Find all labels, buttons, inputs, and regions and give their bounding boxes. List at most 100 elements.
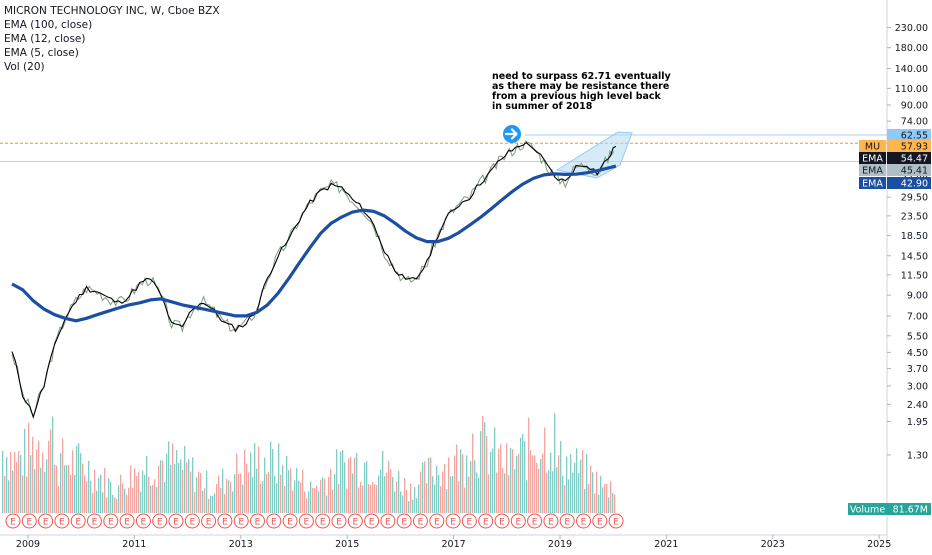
volume-bar bbox=[124, 488, 126, 513]
chart-annotation[interactable]: need to surpass 62.71 eventually as ther… bbox=[492, 71, 671, 112]
legend-symbol[interactable]: MICRON TECHNOLOGY INC, W, Cboe BZX bbox=[4, 5, 220, 17]
volume-bar bbox=[456, 444, 458, 513]
volume-bar bbox=[30, 455, 32, 513]
price-tag-value: 42.90 bbox=[901, 179, 928, 190]
earnings-marker[interactable]: E bbox=[250, 513, 265, 529]
earnings-marker[interactable]: E bbox=[331, 513, 347, 529]
ema100-line[interactable] bbox=[11, 164, 617, 323]
earnings-marker[interactable]: E bbox=[559, 513, 575, 529]
earnings-marker[interactable]: E bbox=[282, 513, 298, 529]
earnings-marker[interactable]: E bbox=[396, 513, 412, 529]
ema12-line[interactable] bbox=[11, 142, 617, 419]
earnings-marker[interactable]: E bbox=[201, 513, 217, 529]
earnings-marker[interactable]: E bbox=[608, 513, 624, 529]
earnings-marker[interactable]: E bbox=[21, 513, 37, 529]
price-tick-label: 74.00 bbox=[901, 117, 928, 128]
earnings-marker[interactable]: E bbox=[168, 513, 184, 529]
volume-tag[interactable]: Volume 81.67M bbox=[848, 503, 931, 516]
earnings-marker[interactable]: E bbox=[70, 513, 86, 529]
volume-bar bbox=[122, 483, 124, 513]
legend-ema12[interactable]: EMA (12, close) bbox=[4, 33, 86, 45]
volume-bar bbox=[260, 483, 262, 513]
volume-bar bbox=[310, 481, 312, 513]
earnings-marker[interactable]: E bbox=[478, 513, 494, 529]
legend-ema100[interactable]: EMA (100, close) bbox=[4, 19, 93, 31]
earnings-marker[interactable]: E bbox=[5, 513, 21, 529]
earnings-marker[interactable]: E bbox=[266, 513, 282, 529]
volume-bar bbox=[180, 459, 182, 513]
volume-bar bbox=[268, 471, 270, 513]
earnings-marker[interactable]: E bbox=[233, 513, 249, 529]
volume-bar bbox=[76, 445, 78, 513]
volume-bar bbox=[272, 448, 274, 513]
price-tag-value-bg bbox=[887, 177, 931, 189]
volume-bar bbox=[284, 485, 286, 513]
earnings-marker[interactable]: E bbox=[380, 513, 396, 529]
price-tag[interactable]: 62.55 bbox=[887, 129, 931, 142]
price-tag[interactable]: EMA 54.47 bbox=[859, 152, 931, 165]
volume-bar bbox=[596, 471, 598, 513]
price-tag[interactable]: MU 57.93 bbox=[859, 140, 931, 153]
volume-bar bbox=[332, 489, 334, 513]
volume-bar bbox=[246, 463, 248, 513]
earnings-marker-label: E bbox=[467, 518, 473, 528]
earnings-marker[interactable]: E bbox=[461, 513, 477, 529]
earnings-marker[interactable]: E bbox=[364, 513, 380, 529]
volume-bar bbox=[248, 472, 250, 513]
volume-bar bbox=[442, 471, 444, 513]
earnings-marker[interactable]: E bbox=[54, 513, 70, 529]
volume-bar bbox=[298, 480, 300, 513]
earnings-marker[interactable]: E bbox=[184, 513, 200, 529]
volume-bar bbox=[132, 488, 134, 513]
earnings-marker[interactable]: E bbox=[543, 513, 559, 529]
earnings-marker-label: E bbox=[613, 518, 619, 528]
earnings-marker[interactable]: E bbox=[103, 513, 119, 529]
ema5-line[interactable] bbox=[11, 140, 615, 419]
volume-bar bbox=[274, 475, 276, 513]
earnings-marker[interactable]: E bbox=[298, 513, 314, 529]
earnings-marker[interactable]: E bbox=[445, 513, 461, 529]
earnings-marker[interactable]: E bbox=[429, 513, 445, 529]
volume-bar bbox=[398, 470, 400, 513]
volume-bar bbox=[140, 491, 142, 513]
earnings-marker[interactable]: E bbox=[510, 513, 526, 529]
earnings-marker[interactable]: E bbox=[413, 513, 428, 529]
earnings-marker[interactable]: E bbox=[315, 513, 331, 529]
volume-bar bbox=[198, 471, 200, 513]
earnings-marker[interactable]: E bbox=[152, 513, 168, 529]
earnings-marker[interactable]: E bbox=[119, 513, 135, 529]
earnings-marker-label: E bbox=[304, 518, 310, 528]
earnings-marker[interactable]: E bbox=[576, 513, 591, 529]
earnings-marker[interactable]: E bbox=[347, 513, 363, 529]
price-tag[interactable]: EMA 45.41 bbox=[859, 164, 931, 177]
volume-bar bbox=[234, 474, 236, 513]
volume-bar bbox=[54, 464, 56, 513]
legend-vol[interactable]: Vol (20) bbox=[4, 61, 45, 73]
earnings-marker[interactable]: E bbox=[527, 513, 543, 529]
legend-ema5[interactable]: EMA (5, close) bbox=[4, 47, 79, 59]
volume-bar bbox=[164, 481, 166, 513]
earnings-marker[interactable]: E bbox=[87, 513, 102, 529]
volume-bar bbox=[428, 457, 430, 513]
volume-bar bbox=[138, 471, 140, 513]
earnings-marker[interactable]: E bbox=[38, 513, 54, 529]
volume-bar bbox=[598, 494, 600, 513]
volume-bar bbox=[582, 450, 584, 513]
earnings-marker[interactable]: E bbox=[494, 513, 510, 529]
volume-bar bbox=[404, 478, 406, 513]
volume-bar bbox=[594, 493, 596, 513]
volume-bar bbox=[470, 461, 472, 513]
volume-bar bbox=[372, 481, 374, 513]
volume-bar bbox=[210, 495, 212, 513]
earnings-marker-label: E bbox=[222, 518, 228, 528]
price-tick-label: 11.50 bbox=[901, 270, 928, 281]
volume-bar bbox=[424, 461, 426, 513]
earnings-marker[interactable]: E bbox=[135, 513, 151, 529]
time-tick-label: 2009 bbox=[16, 539, 40, 550]
earnings-marker[interactable]: E bbox=[217, 513, 233, 529]
price-tag[interactable]: EMA 42.90 bbox=[859, 177, 931, 190]
earnings-marker-label: E bbox=[369, 518, 375, 528]
price-tick-label: 180.00 bbox=[895, 43, 928, 54]
earnings-marker[interactable]: E bbox=[592, 513, 608, 529]
